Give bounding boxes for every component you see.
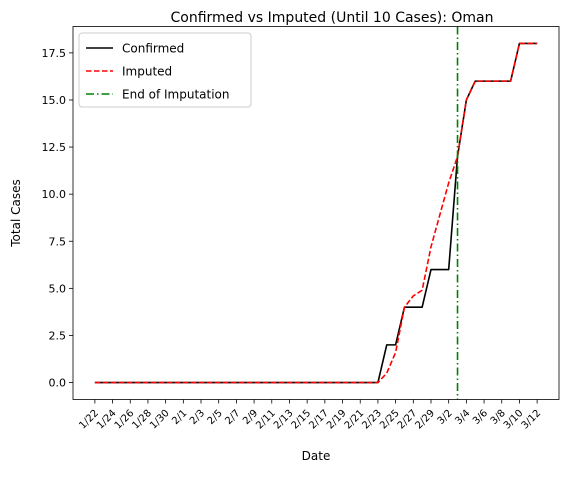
y-tick-label: 2.5 <box>49 329 67 342</box>
x-tick-label: 2/13 <box>272 408 296 432</box>
x-tick-label: 1/30 <box>148 408 172 432</box>
x-tick-label: 3/10 <box>502 408 526 432</box>
y-tick-label: 5.0 <box>49 282 67 295</box>
legend: Confirmed Imputed End of Imputation <box>78 32 252 108</box>
x-tick-label: 2/29 <box>413 408 437 432</box>
y-axis-ticks: 0.0 2.5 5.0 7.5 10.0 12.5 15.0 17.5 <box>42 47 73 390</box>
x-tick-label: 2/21 <box>343 408 367 432</box>
x-tick-label: 2/3 <box>188 408 207 427</box>
x-tick-label: 3/6 <box>471 408 490 427</box>
x-tick-label: 2/23 <box>360 408 384 432</box>
series-line-imputed <box>94 42 538 384</box>
x-tick-label: 3/12 <box>520 408 544 432</box>
legend-label-confirmed: Confirmed <box>122 42 184 56</box>
x-tick-label: 3/2 <box>436 408 455 427</box>
x-tick-label: 2/17 <box>307 408 331 432</box>
x-tick-label: 2/15 <box>290 408 314 432</box>
x-tick-label: 1/24 <box>95 408 119 432</box>
y-tick-label: 7.5 <box>49 235 67 248</box>
plot-area <box>94 26 538 400</box>
x-axis-ticks: 1/221/241/261/281/302/12/32/52/72/92/112… <box>77 399 544 432</box>
x-tick-label: 2/7 <box>223 408 242 427</box>
x-tick-label: 1/26 <box>113 408 137 432</box>
y-tick-label: 17.5 <box>42 47 67 60</box>
x-tick-label: 2/19 <box>325 408 349 432</box>
legend-box <box>78 32 252 108</box>
legend-label-imputed: Imputed <box>122 65 172 79</box>
x-tick-label: 2/1 <box>170 408 189 427</box>
chart-title: Confirmed vs Imputed (Until 10 Cases): O… <box>171 10 494 26</box>
y-tick-label: 0.0 <box>49 377 67 390</box>
y-axis-label: Total Cases <box>9 179 23 247</box>
x-axis-label: Date <box>302 449 331 463</box>
y-tick-label: 10.0 <box>42 188 67 201</box>
legend-label-end-of-imputation: End of Imputation <box>122 88 230 102</box>
y-tick-label: 12.5 <box>42 141 67 154</box>
x-tick-label: 2/27 <box>396 408 420 432</box>
x-tick-label: 2/5 <box>206 408 225 427</box>
x-tick-label: 2/11 <box>254 408 278 432</box>
x-tick-label: 1/22 <box>77 408 101 432</box>
x-tick-label: 2/25 <box>378 408 402 432</box>
plot-frame <box>72 26 560 400</box>
x-tick-label: 3/4 <box>453 408 472 427</box>
x-tick-label: 1/28 <box>130 408 154 432</box>
y-tick-label: 15.0 <box>42 94 67 107</box>
